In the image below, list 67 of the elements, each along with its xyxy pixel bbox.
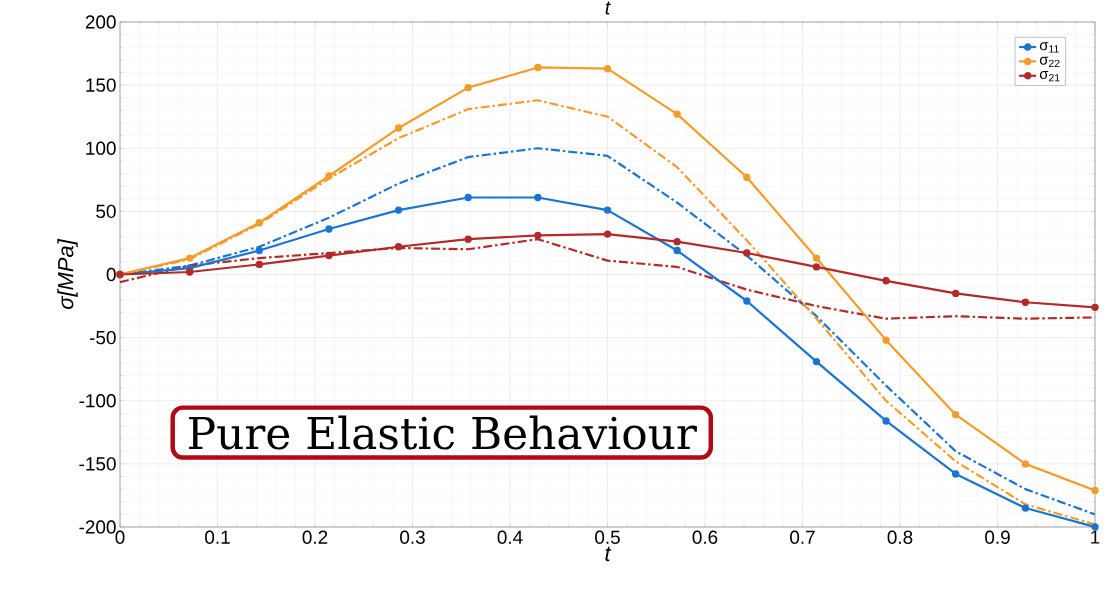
y-tick-label: -150: [79, 457, 116, 471]
point: [325, 172, 333, 180]
point: [1091, 486, 1099, 495]
point: [1021, 460, 1030, 468]
point: [603, 230, 612, 238]
point: [743, 249, 751, 257]
point: [673, 246, 681, 255]
point: [464, 235, 472, 243]
point: [185, 268, 194, 276]
annotation: Pure Elastic Behaviour: [189, 415, 697, 450]
point: [882, 336, 890, 344]
legend-label: σ$_{11}$: [1039, 42, 1059, 53]
y-tick-label: 150: [86, 78, 116, 92]
x-tick-label: 0.4: [497, 530, 523, 544]
point: [951, 470, 960, 478]
point: [743, 173, 751, 181]
y-tick-label: 50: [96, 204, 116, 219]
point: [325, 225, 333, 233]
point: [534, 231, 542, 240]
x-tick-label: 0.7: [790, 530, 815, 544]
x-tick-label: 0.6: [692, 530, 718, 544]
point: [464, 193, 472, 202]
point: [394, 206, 403, 214]
point: [812, 254, 821, 262]
point: [325, 251, 333, 260]
point: [255, 219, 264, 227]
point: [1021, 298, 1030, 306]
y-tick-label: 200: [85, 15, 116, 29]
point: [394, 124, 403, 132]
x-tick-label: 0.8: [887, 530, 913, 544]
point: [951, 289, 960, 298]
legend-label: σ$_{21}$: [1039, 71, 1060, 82]
point: [464, 83, 472, 92]
point: [255, 260, 264, 269]
point: [1091, 303, 1099, 312]
point: [673, 237, 681, 246]
y-tick-label: -100: [79, 394, 116, 408]
point: [394, 243, 403, 251]
point: [882, 417, 890, 425]
point: [603, 206, 612, 214]
x-tick-label: 0.5: [595, 530, 620, 544]
x-tick-label: 0.9: [985, 530, 1010, 544]
point: [603, 65, 612, 73]
point: [1021, 504, 1030, 512]
point: [534, 63, 542, 72]
chart-title: t: [605, 1, 611, 15]
x-tick-label: 0: [115, 530, 125, 544]
point: [882, 277, 890, 285]
point: [951, 410, 960, 419]
point: [673, 110, 681, 118]
point: [185, 254, 194, 262]
point: [812, 263, 821, 271]
x-tick-label: 1: [1091, 530, 1100, 544]
point: [743, 297, 751, 305]
point: [534, 193, 542, 202]
y-tick-label: 100: [86, 141, 116, 155]
legend-label: σ$_{22}$: [1039, 56, 1060, 67]
y-tick-label: -50: [89, 330, 116, 345]
x-tick-label: 0.3: [400, 530, 425, 544]
x-tick-label: 0.1: [205, 530, 230, 544]
point: [255, 246, 264, 255]
y-tick-label: 0: [106, 267, 116, 282]
point: [812, 357, 821, 366]
x-tick-label: 0.2: [302, 530, 328, 544]
y-axis-title: σ[MPa]: [57, 238, 78, 309]
y-tick-label: -200: [79, 520, 116, 534]
x-axis-title: t: [605, 546, 612, 562]
